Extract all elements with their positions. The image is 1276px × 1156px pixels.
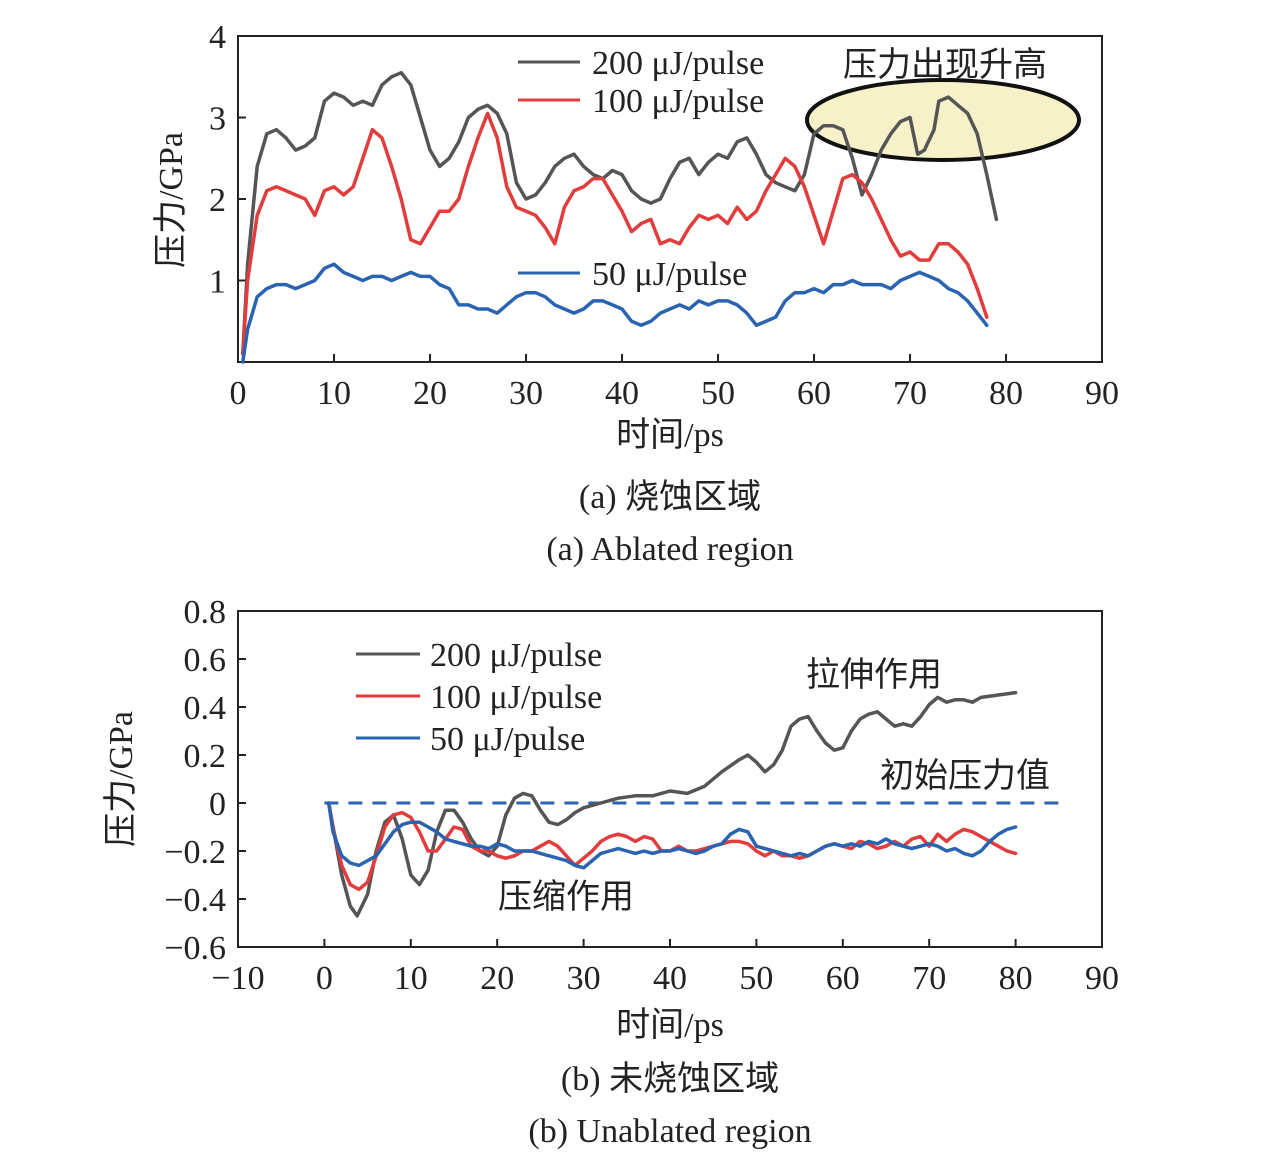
panel-b-x-axis-label: 时间/ps <box>616 1007 724 1044</box>
panel-a-caption-en: (a) Ablated region <box>546 531 793 568</box>
x-tick-label: 0 <box>230 375 247 412</box>
panel-b-series <box>326 690 1018 918</box>
y-tick-label: 1 <box>209 264 226 301</box>
x-tick-label: −10 <box>211 960 264 997</box>
x-tick-label: 30 <box>509 375 543 412</box>
panel-a-x-axis-label: 时间/ps <box>616 417 724 454</box>
x-tick-label: 0 <box>316 960 333 997</box>
panel-a-series <box>241 70 999 364</box>
legend-label-100: 100 μJ/pulse <box>430 679 602 716</box>
y-tick-label: 2 <box>209 182 226 219</box>
annotation-tension: 拉伸作用 <box>806 655 942 695</box>
x-tick-label: 30 <box>567 960 601 997</box>
panel-a-legend: 200 μJ/pulse 100 μJ/pulse <box>518 45 764 120</box>
legend-label-200: 200 μJ/pulse <box>592 45 764 82</box>
annotation-pressure-rise: 压力出现升高 <box>843 45 1047 85</box>
panel-b-unablated: −10 0 10 20 30 40 50 60 70 80 90 −0.6 −0.4 −0.2 0 0.2 0.… <box>102 594 1119 1150</box>
pressure-rise-highlight-ellipse <box>805 78 1081 162</box>
panel-a-ticks: 0 10 20 30 40 50 60 70 80 90 1 2 3 4 <box>209 19 1119 412</box>
y-tick-label: 0.6 <box>184 642 227 679</box>
panel-a-caption-cn: (a) 烧蚀区域 <box>579 478 761 516</box>
y-tick-label: 4 <box>209 19 226 56</box>
x-tick-label: 20 <box>413 375 447 412</box>
y-tick-label: −0.4 <box>164 882 226 919</box>
series-line-50uj <box>241 262 989 364</box>
y-tick-label: 0.2 <box>184 738 227 775</box>
x-tick-label: 70 <box>893 375 927 412</box>
legend-label-100: 100 μJ/pulse <box>592 83 764 120</box>
x-tick-label: 90 <box>1085 375 1119 412</box>
inline-label-50: 50 μJ/pulse <box>592 256 747 293</box>
panel-a-ablated: 0 10 20 30 40 50 60 70 80 90 1 2 3 4 200 μJ/pulse 100… <box>152 19 1119 568</box>
panel-b-caption-en: (b) Unablated region <box>528 1113 811 1150</box>
series-line-200uj <box>241 70 999 356</box>
x-tick-label: 40 <box>653 960 687 997</box>
x-tick-label: 70 <box>912 960 946 997</box>
panel-a-y-axis-label: 压力/GPa <box>152 132 190 268</box>
panel-b-y-axis-label: 压力/GPa <box>102 711 140 847</box>
annotation-compression: 压缩作用 <box>498 877 634 917</box>
series-line-50uj <box>326 801 1018 870</box>
x-tick-label: 90 <box>1085 960 1119 997</box>
y-tick-label: −0.2 <box>164 834 226 871</box>
x-tick-label: 50 <box>739 960 773 997</box>
panel-b-legend: 200 μJ/pulse 100 μJ/pulse 50 μJ/pulse <box>356 637 602 758</box>
x-tick-label: 60 <box>826 960 860 997</box>
y-tick-label: 0 <box>209 786 226 823</box>
y-tick-label: 0.8 <box>184 594 227 631</box>
panel-b-ticks: −10 0 10 20 30 40 50 60 70 80 90 −0.6 −0.4 −0.2 0 0.2 0.… <box>164 594 1119 997</box>
x-tick-label: 40 <box>605 375 639 412</box>
y-tick-label: 3 <box>209 101 226 138</box>
x-tick-label: 60 <box>797 375 831 412</box>
x-tick-label: 80 <box>999 960 1033 997</box>
series-line-200uj <box>326 690 1018 918</box>
y-tick-label: 0.4 <box>184 690 227 727</box>
panel-b-caption-cn: (b) 未烧蚀区域 <box>561 1060 779 1098</box>
legend-label-50: 50 μJ/pulse <box>430 721 585 758</box>
annotation-initial-pressure: 初始压力值 <box>880 756 1050 796</box>
x-tick-label: 20 <box>480 960 514 997</box>
x-tick-label: 10 <box>317 375 351 412</box>
x-tick-label: 50 <box>701 375 735 412</box>
series-line-100uj <box>241 111 989 356</box>
x-tick-label: 80 <box>989 375 1023 412</box>
legend-label-200: 200 μJ/pulse <box>430 637 602 674</box>
x-tick-label: 10 <box>394 960 428 997</box>
y-tick-label: −0.6 <box>164 930 226 967</box>
